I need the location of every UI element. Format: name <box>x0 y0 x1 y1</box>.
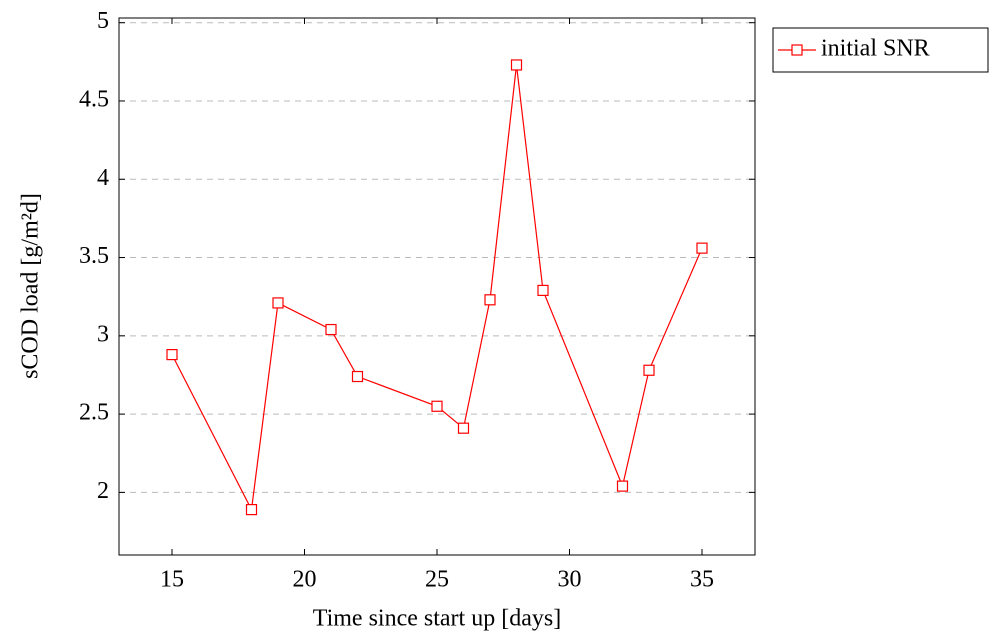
point-marker <box>457 422 470 434</box>
point-marker <box>643 364 655 376</box>
y-tick-label: 3 <box>97 321 109 347</box>
point-marker <box>696 242 708 254</box>
point-marker <box>325 323 337 336</box>
y-tick-label: 5 <box>97 8 109 34</box>
point-marker <box>245 503 258 516</box>
y-tick-label: 2 <box>97 478 109 504</box>
point-marker <box>166 349 178 361</box>
point-marker <box>537 284 549 297</box>
y-tick-label: 3.5 <box>79 243 109 269</box>
y-tick-label: 4.5 <box>79 86 109 112</box>
y-tick-label: 4 <box>97 165 109 191</box>
point-marker <box>510 59 523 71</box>
x-tick-label: 25 <box>425 567 449 593</box>
point-marker <box>616 480 629 492</box>
y-axis-label: sCOD load [g/m²d] <box>18 193 44 379</box>
plot-frame <box>118 17 756 556</box>
point-marker <box>484 294 496 306</box>
x-tick-label: 35 <box>690 567 714 593</box>
x-tick-label: 15 <box>160 567 184 593</box>
x-axis-label: Time since start up [days] <box>313 606 561 632</box>
point-marker <box>272 297 284 309</box>
x-tick-label: 20 <box>293 567 317 593</box>
point-marker <box>351 370 364 383</box>
y-tick-label: 2.5 <box>79 400 109 426</box>
x-tick-label: 30 <box>558 567 582 593</box>
legend-label: initial SNR <box>821 36 930 62</box>
point-marker <box>431 400 443 412</box>
series-line <box>171 64 703 512</box>
legend-marker <box>791 44 803 56</box>
